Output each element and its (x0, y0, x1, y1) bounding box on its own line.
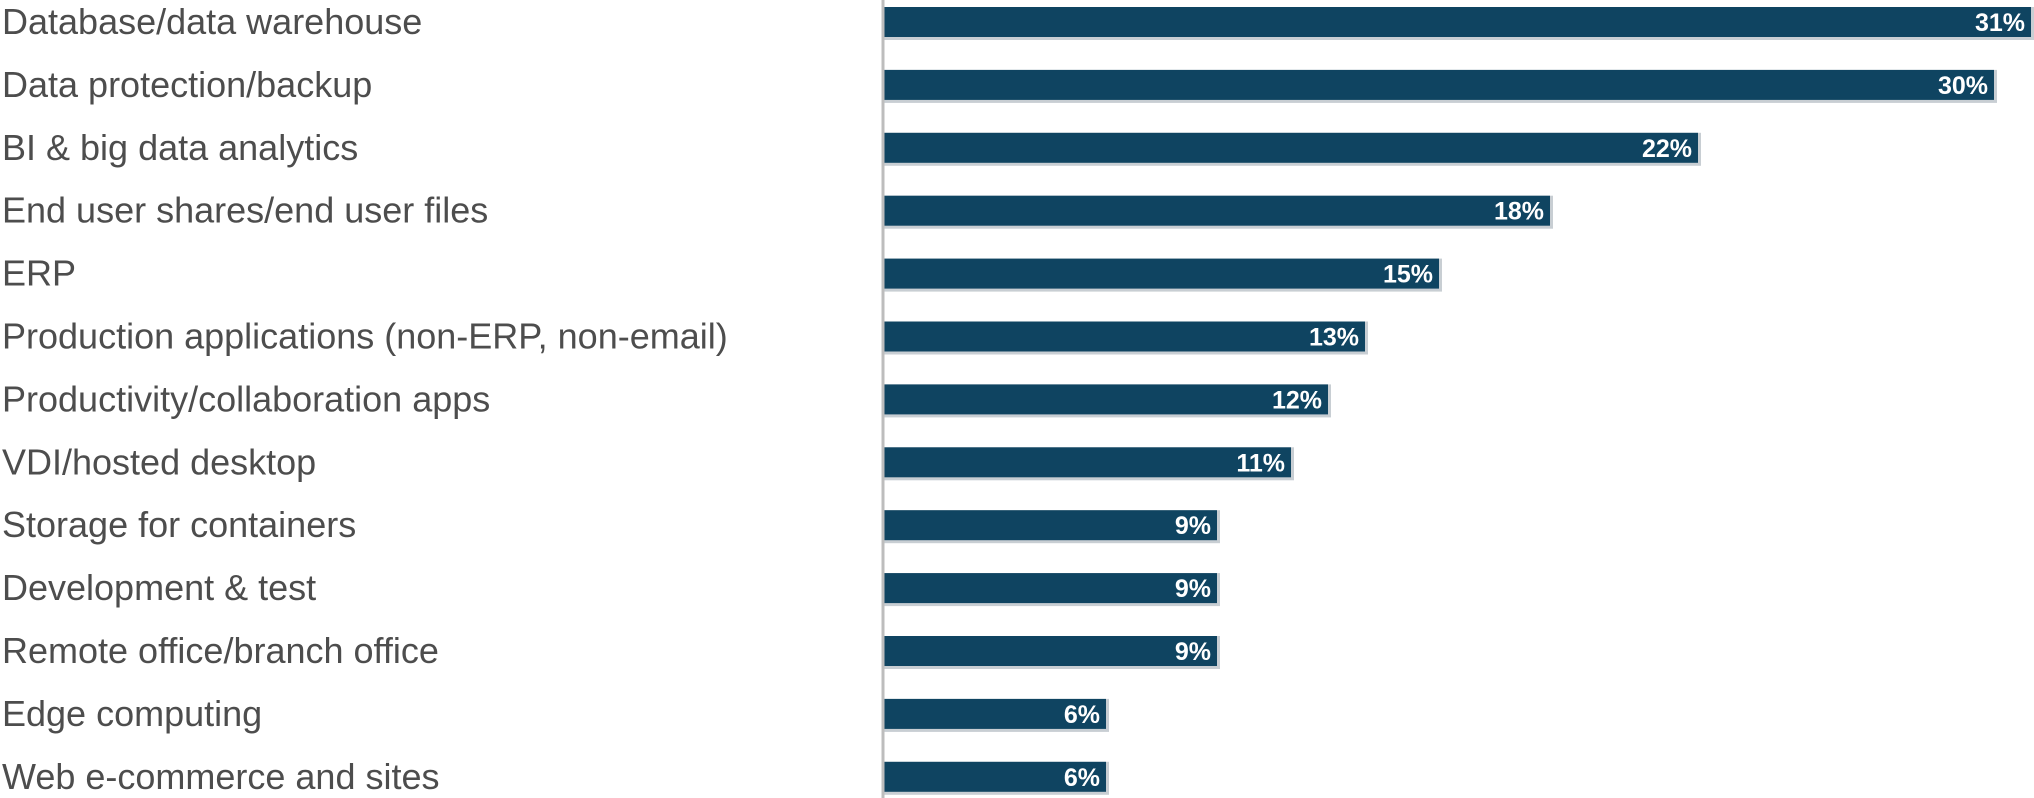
value-label: 12% (1272, 386, 1322, 414)
bar (884, 698, 1106, 729)
bars (884, 7, 2034, 795)
bar (884, 195, 1550, 226)
value-label: 6% (1064, 764, 1100, 792)
value-label: 13% (1309, 324, 1359, 352)
category-label: Productivity/collaboration apps (2, 378, 490, 419)
value-label: 9% (1175, 575, 1211, 603)
bar (884, 132, 1698, 163)
category-label: Data protection/backup (2, 64, 372, 105)
category-label: BI & big data analytics (2, 127, 358, 168)
bar (884, 69, 1994, 100)
bar (884, 321, 1365, 352)
bar (884, 573, 1217, 604)
category-label: Development & test (2, 567, 316, 608)
category-label: ERP (2, 253, 76, 294)
bar (884, 510, 1217, 541)
category-label: Edge computing (2, 693, 262, 734)
value-label: 31% (1975, 9, 2025, 37)
bar (884, 447, 1291, 478)
value-label: 6% (1064, 701, 1100, 729)
value-label: 9% (1175, 638, 1211, 666)
category-label: VDI/hosted desktop (2, 441, 316, 482)
category-label: Database/data warehouse (2, 1, 422, 42)
value-label: 18% (1494, 198, 1544, 226)
value-label: 9% (1175, 512, 1211, 540)
category-labels: Database/data warehouse Data protection/b… (2, 1, 728, 797)
value-label: 30% (1938, 72, 1988, 100)
bar (884, 7, 2031, 37)
bar (884, 258, 1439, 289)
bar (884, 636, 1217, 666)
category-label: Remote office/branch office (2, 630, 439, 671)
value-labels: 31% 30% 22% 18% 15% 13% 12% 11% 9% 9% 9% 6% 6% (1064, 9, 2025, 792)
bar (884, 761, 1106, 792)
category-label: Production applications (non-ERP, non-em… (2, 316, 728, 357)
category-label: Web e-commerce and sites (2, 756, 440, 797)
category-label: End user shares/end user files (2, 190, 488, 231)
category-label: Storage for containers (2, 504, 356, 545)
value-label: 11% (1236, 449, 1285, 477)
value-label: 15% (1383, 261, 1433, 289)
bar (884, 384, 1328, 415)
value-label: 22% (1642, 135, 1692, 163)
